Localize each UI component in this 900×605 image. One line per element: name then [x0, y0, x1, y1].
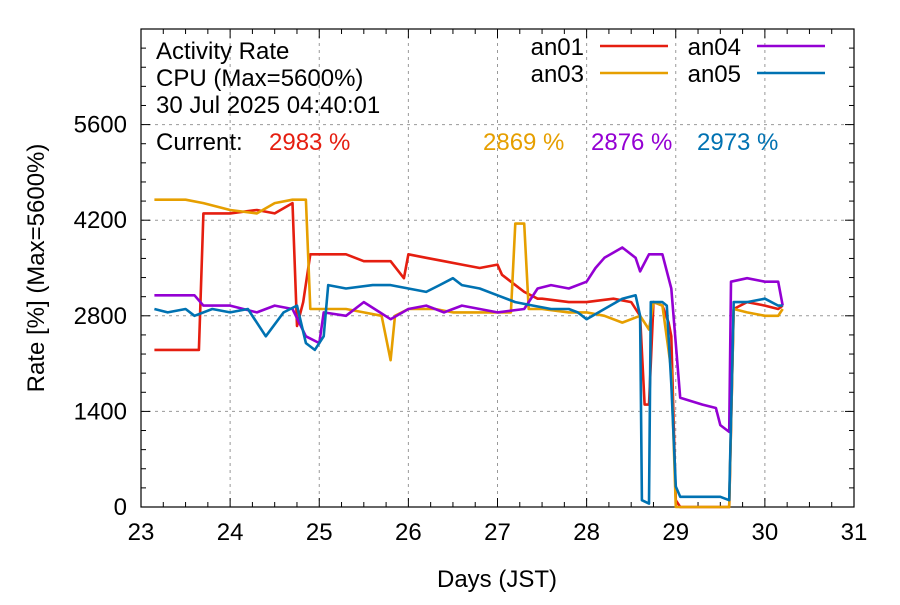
x-tick-label: 31 — [841, 519, 868, 546]
series-line-an05 — [154, 276, 783, 505]
x-tick-label: 27 — [484, 519, 511, 546]
chart-header: Activity Rate CPU (Max=5600%) 30 Jul 202… — [156, 38, 778, 156]
grid-layer — [141, 29, 854, 507]
y-axis-label: Rate [%] (Max=5600%) — [23, 144, 50, 393]
x-tick-label: 30 — [752, 519, 779, 546]
y-tick-label: 1400 — [74, 398, 127, 425]
current-value-an04: 2876 % — [591, 129, 672, 156]
x-tick-label: 28 — [573, 519, 600, 546]
series-line-an04 — [154, 246, 784, 434]
series-line-an01 — [154, 201, 784, 509]
current-value-an03: 2869 % — [483, 129, 564, 156]
y-tick-label: 0 — [114, 494, 127, 521]
chart-subtitle: CPU (Max=5600%) — [156, 65, 363, 92]
y-tick-label: 5600 — [74, 112, 127, 139]
legend-label-an04: an04 — [688, 34, 741, 61]
series-layer — [154, 198, 784, 509]
legend-label-an01: an01 — [531, 34, 584, 61]
series-line-an03 — [154, 198, 784, 509]
x-tick-label: 23 — [128, 519, 155, 546]
y-tick-label: 4200 — [74, 207, 127, 234]
current-value-an05: 2973 % — [697, 129, 778, 156]
x-tick-label: 26 — [395, 519, 422, 546]
x-tick-label: 24 — [217, 519, 244, 546]
legend-label-an03: an03 — [531, 61, 584, 88]
legend-label-an05: an05 — [688, 61, 741, 88]
x-axis-label: Days (JST) — [437, 566, 557, 593]
x-tick-label: 29 — [662, 519, 689, 546]
current-value-an01: 2983 % — [269, 129, 350, 156]
tick-layer: 23 24 25 26 27 28 29 30 31 0 1400 2800 4200 5600 — [74, 28, 868, 546]
chart-timestamp: 30 Jul 2025 04:40:01 — [156, 92, 380, 119]
x-tick-label: 25 — [306, 519, 333, 546]
chart-title: Activity Rate — [156, 38, 289, 65]
y-tick-label: 2800 — [74, 303, 127, 330]
current-label: Current: — [156, 129, 243, 156]
